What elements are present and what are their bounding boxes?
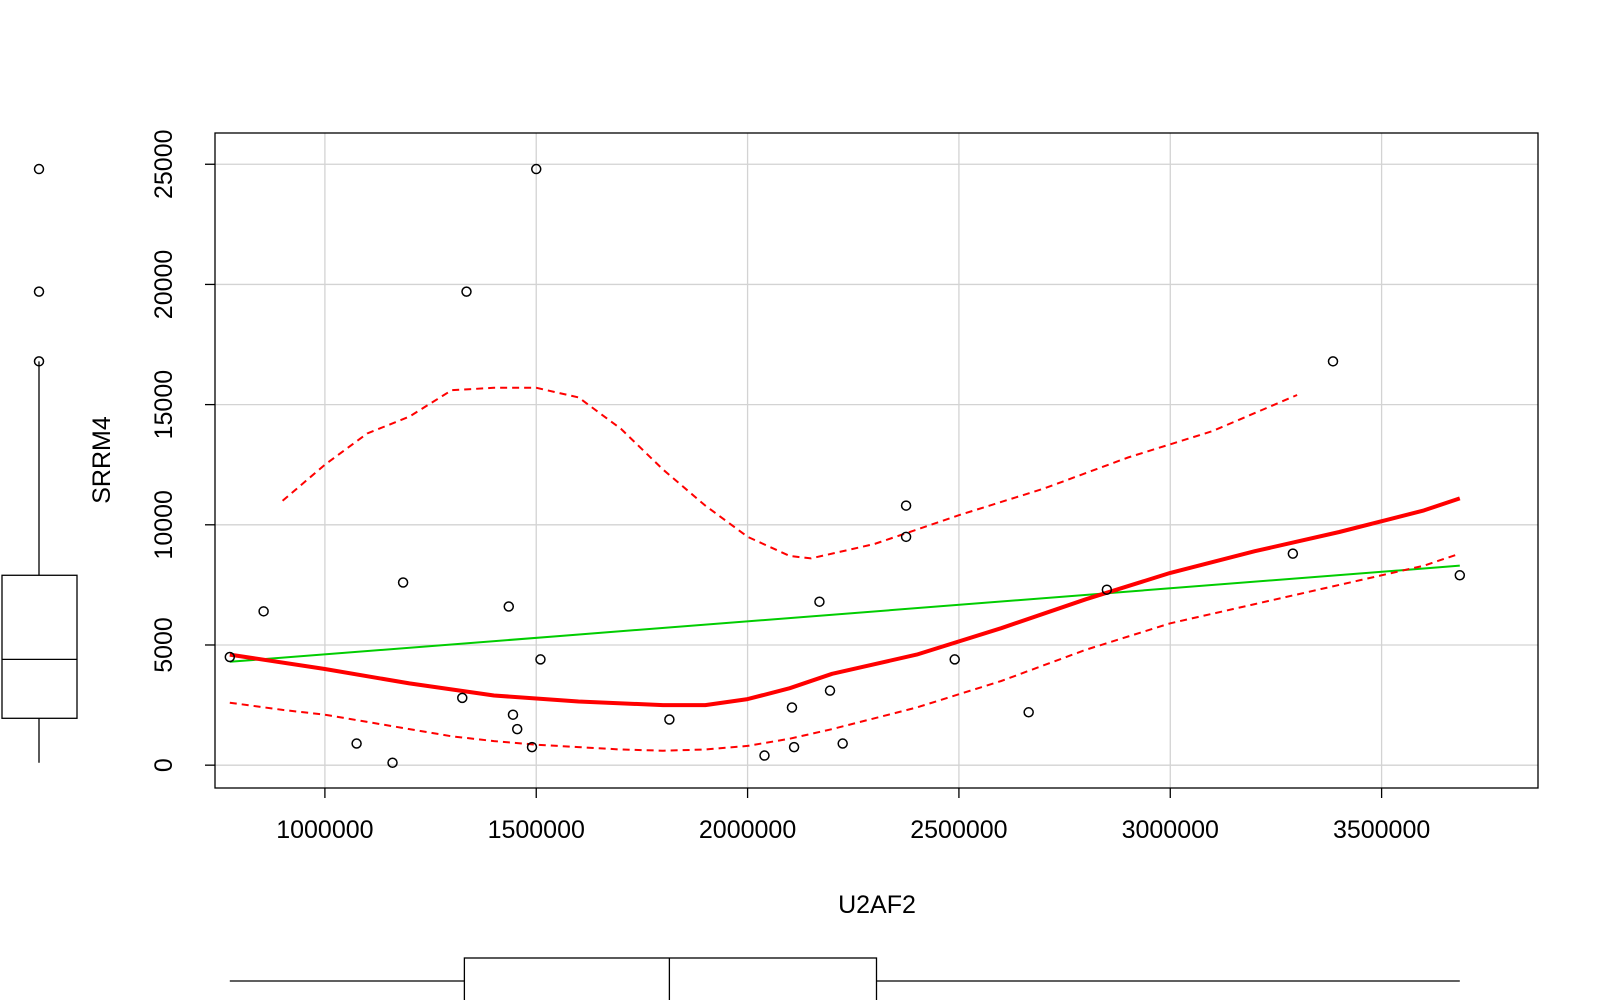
data-point	[258, 606, 269, 617]
data-point	[397, 577, 409, 588]
smooth-line	[229, 496, 1461, 708]
y-marginal-boxplot	[1, 163, 78, 763]
grid-lines	[215, 133, 1538, 788]
data-point	[786, 702, 798, 713]
data-point	[1101, 584, 1113, 595]
x-tick-label: 3000000	[1122, 816, 1219, 844]
data-point	[535, 654, 546, 665]
fit-lines	[229, 386, 1461, 752]
x-tick-label: 1500000	[488, 816, 585, 844]
data-point	[949, 654, 960, 665]
y-axis-label: SRRM4	[88, 416, 116, 504]
y-tick-label: 0	[150, 758, 178, 772]
data-point	[1287, 548, 1299, 559]
data-point	[530, 163, 542, 175]
data-point	[664, 714, 675, 725]
data-point	[387, 757, 398, 769]
data-point	[1023, 707, 1034, 718]
data-point	[457, 692, 468, 704]
x-tick-label: 3500000	[1333, 816, 1430, 844]
axes: 1000000 1500000 2000000 2500000 3000000 35000…	[150, 129, 1430, 844]
plot-frame	[214, 132, 1539, 789]
y-tick-label: 15000	[150, 370, 178, 440]
data-point	[1327, 356, 1339, 367]
data-point	[788, 741, 800, 753]
data-point	[461, 286, 472, 297]
data-point	[507, 709, 519, 720]
data-point	[511, 723, 523, 735]
y-tick-label: 25000	[150, 129, 178, 199]
data-point	[1454, 570, 1466, 581]
x-tick-label: 1000000	[276, 816, 373, 844]
linear-fit-line	[229, 564, 1460, 663]
x-marginal-boxplot	[229, 957, 1460, 1005]
y-box-outlier	[33, 163, 45, 175]
data-point	[900, 531, 912, 543]
y-box-outlier	[33, 356, 45, 367]
y-tick-label: 20000	[150, 250, 178, 320]
x-tick-label: 2000000	[699, 816, 796, 844]
x-box	[463, 957, 878, 1005]
data-point	[503, 601, 515, 612]
data-point	[900, 500, 912, 511]
y-tick-label: 10000	[150, 490, 178, 560]
y-box-outlier	[33, 286, 45, 297]
y-tick-label: 5000	[150, 617, 178, 673]
lower-spread-line	[229, 552, 1461, 752]
x-axis-label: U2AF2	[838, 891, 916, 919]
data-point	[837, 738, 848, 749]
data-point	[351, 738, 362, 749]
data-point	[814, 596, 825, 607]
y-box	[1, 574, 78, 719]
upper-spread-line	[281, 386, 1298, 560]
x-tick-label: 2500000	[910, 816, 1007, 844]
data-point	[224, 651, 236, 663]
data-point	[759, 750, 770, 761]
data-point	[526, 741, 538, 753]
data-point	[824, 685, 836, 696]
scatter-points	[224, 163, 1466, 769]
